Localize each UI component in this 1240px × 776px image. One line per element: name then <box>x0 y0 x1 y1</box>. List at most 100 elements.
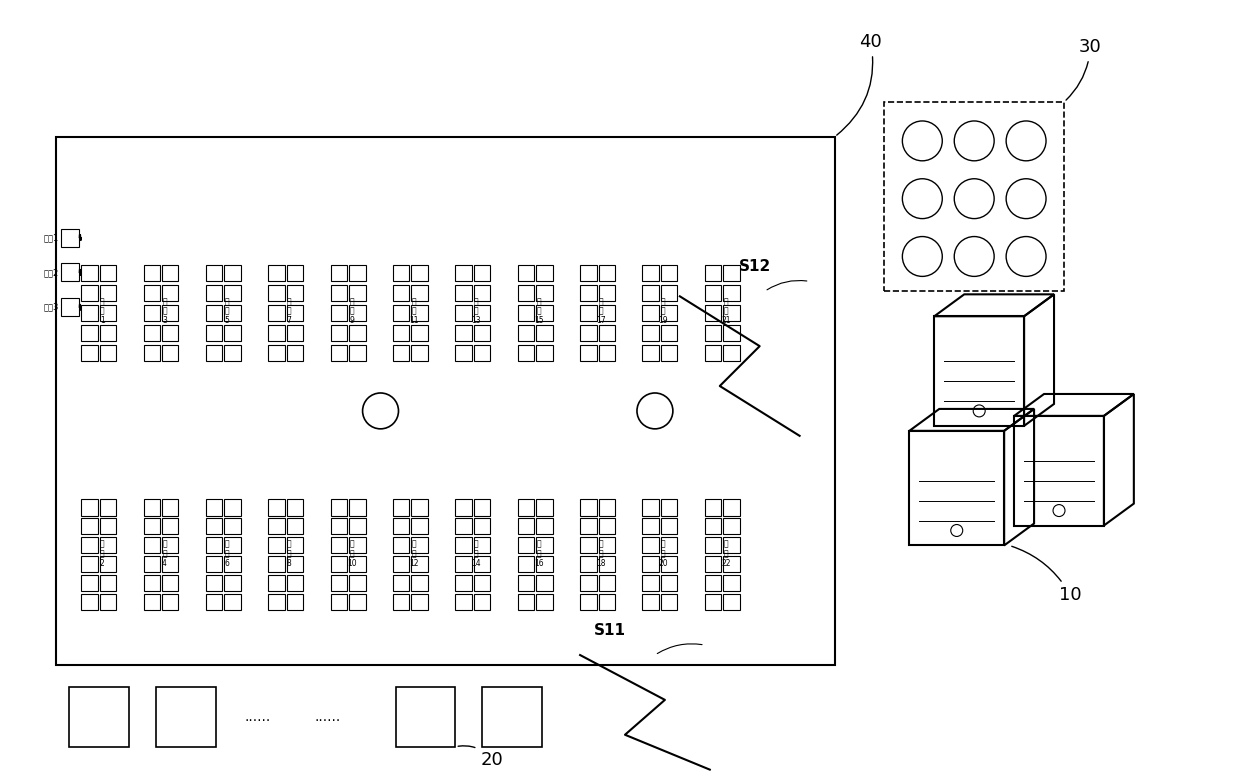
Bar <box>580 324 596 341</box>
Bar <box>642 305 658 321</box>
Bar <box>723 324 740 341</box>
Bar <box>536 305 553 321</box>
Bar <box>286 537 304 553</box>
Bar <box>723 518 740 535</box>
Bar <box>350 265 366 282</box>
Bar <box>81 285 98 301</box>
Bar <box>661 537 677 553</box>
Text: 巷
道
15: 巷 道 15 <box>534 297 543 325</box>
Bar <box>518 345 534 361</box>
Bar <box>642 575 658 591</box>
Bar <box>162 305 179 321</box>
Bar <box>599 537 615 553</box>
Text: 巷
道
7: 巷 道 7 <box>286 297 291 325</box>
Bar <box>61 229 79 247</box>
Bar <box>144 305 160 321</box>
Text: 巷
道
10: 巷 道 10 <box>347 539 356 567</box>
Bar <box>412 305 428 321</box>
Bar <box>412 345 428 361</box>
Text: 巷
道
2: 巷 道 2 <box>99 539 104 567</box>
Bar <box>474 285 490 301</box>
Bar <box>580 556 596 573</box>
Bar <box>286 518 304 535</box>
Bar <box>350 537 366 553</box>
Bar <box>81 324 98 341</box>
Bar <box>81 575 98 591</box>
Bar <box>350 556 366 573</box>
Bar <box>331 345 347 361</box>
Bar <box>482 687 542 747</box>
Bar <box>884 102 1064 291</box>
Bar <box>412 518 428 535</box>
Bar <box>661 499 677 515</box>
Bar <box>455 499 472 515</box>
Bar <box>206 556 222 573</box>
Bar <box>474 594 490 610</box>
Bar <box>474 305 490 321</box>
Text: S12: S12 <box>739 259 771 275</box>
Bar <box>599 265 615 282</box>
Bar <box>206 305 222 321</box>
Bar <box>350 575 366 591</box>
Bar <box>350 594 366 610</box>
Bar <box>224 537 241 553</box>
Bar <box>704 305 722 321</box>
Bar <box>536 594 553 610</box>
Bar <box>474 537 490 553</box>
Bar <box>518 594 534 610</box>
Bar <box>661 285 677 301</box>
Bar <box>162 285 179 301</box>
Bar <box>661 305 677 321</box>
Bar <box>268 556 285 573</box>
Bar <box>412 499 428 515</box>
Bar <box>224 575 241 591</box>
Bar <box>412 594 428 610</box>
Bar <box>723 265 740 282</box>
Bar <box>162 575 179 591</box>
Bar <box>206 345 222 361</box>
Bar <box>224 305 241 321</box>
Bar <box>99 537 117 553</box>
Bar <box>331 324 347 341</box>
Bar <box>331 285 347 301</box>
Bar <box>224 594 241 610</box>
Bar <box>599 594 615 610</box>
Text: 巷
道
1: 巷 道 1 <box>99 297 104 325</box>
Bar <box>224 265 241 282</box>
Bar <box>474 518 490 535</box>
Bar <box>474 575 490 591</box>
Bar <box>268 594 285 610</box>
Bar <box>642 345 658 361</box>
Bar <box>455 537 472 553</box>
Bar <box>286 594 304 610</box>
Bar <box>723 285 740 301</box>
Bar <box>206 324 222 341</box>
Bar <box>704 575 722 591</box>
Bar <box>723 575 740 591</box>
Bar <box>393 324 409 341</box>
Bar <box>661 575 677 591</box>
Bar <box>474 345 490 361</box>
Bar <box>81 556 98 573</box>
Bar <box>518 324 534 341</box>
Bar <box>144 518 160 535</box>
Bar <box>144 499 160 515</box>
Bar <box>268 518 285 535</box>
Bar <box>224 518 241 535</box>
Bar <box>99 575 117 591</box>
Bar <box>536 518 553 535</box>
Bar <box>268 345 285 361</box>
Bar <box>206 265 222 282</box>
Bar <box>144 575 160 591</box>
Bar <box>723 537 740 553</box>
Bar <box>156 687 216 747</box>
Bar <box>393 499 409 515</box>
Bar <box>412 285 428 301</box>
Bar <box>61 298 79 317</box>
Bar <box>99 518 117 535</box>
Bar <box>224 499 241 515</box>
Bar <box>723 345 740 361</box>
Bar <box>704 594 722 610</box>
Bar <box>99 345 117 361</box>
Bar <box>331 575 347 591</box>
